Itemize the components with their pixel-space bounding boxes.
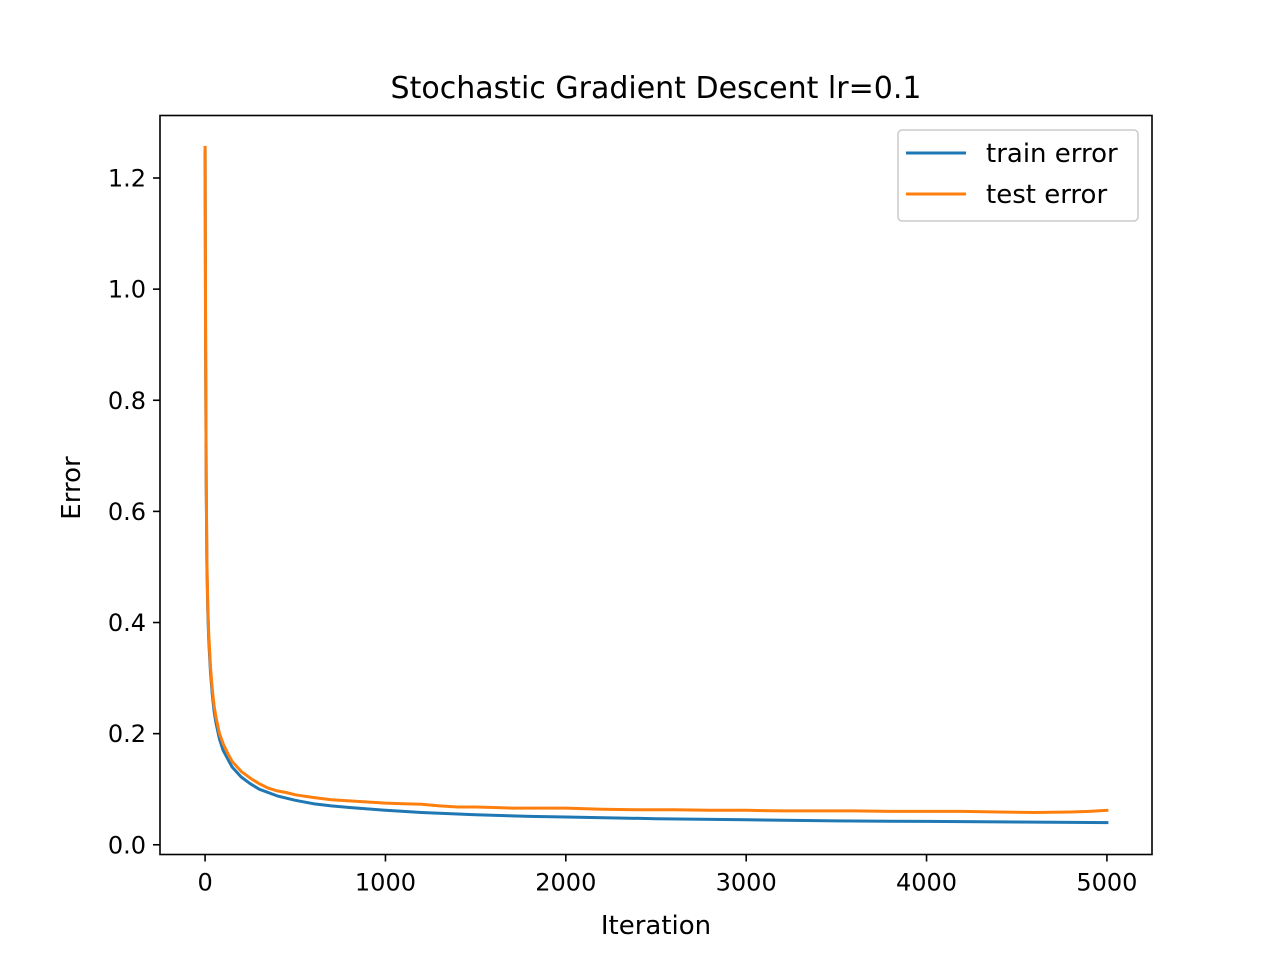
x-tick-label: 3000: [716, 869, 777, 897]
legend: train error test error: [897, 129, 1139, 222]
y-axis-label: Error: [57, 456, 87, 520]
y-tick-label: 0.2: [108, 720, 146, 748]
series-line-train: [203, 148, 1109, 825]
y-tick-label: 1.0: [108, 276, 146, 304]
plot-area: [203, 145, 1109, 825]
x-tick-label: 5000: [1076, 869, 1137, 897]
legend-label: train error: [986, 139, 1118, 169]
x-axis-label: Iteration: [601, 911, 711, 941]
y-axis-ticks: 0.0 0.2 0.4 0.6 0.8 1.0 1.2: [108, 165, 160, 859]
x-tick-label: 2000: [535, 869, 596, 897]
y-tick-label: 1.2: [108, 165, 146, 193]
series-line-test: [203, 145, 1109, 814]
x-tick-label: 0: [197, 869, 212, 897]
y-tick-label: 0.8: [108, 387, 146, 415]
x-tick-label: 4000: [896, 869, 957, 897]
y-tick-label: 0.6: [108, 498, 146, 526]
y-tick-label: 0.4: [108, 609, 146, 637]
axes-frame: [159, 114, 1153, 856]
chart-title: Stochastic Gradient Descent lr=0.1: [391, 71, 922, 106]
x-axis-ticks: 0 1000 2000 3000 4000 5000: [197, 854, 1137, 897]
legend-label: test error: [986, 180, 1107, 210]
y-tick-label: 0.0: [108, 831, 146, 859]
x-tick-label: 1000: [355, 869, 416, 897]
